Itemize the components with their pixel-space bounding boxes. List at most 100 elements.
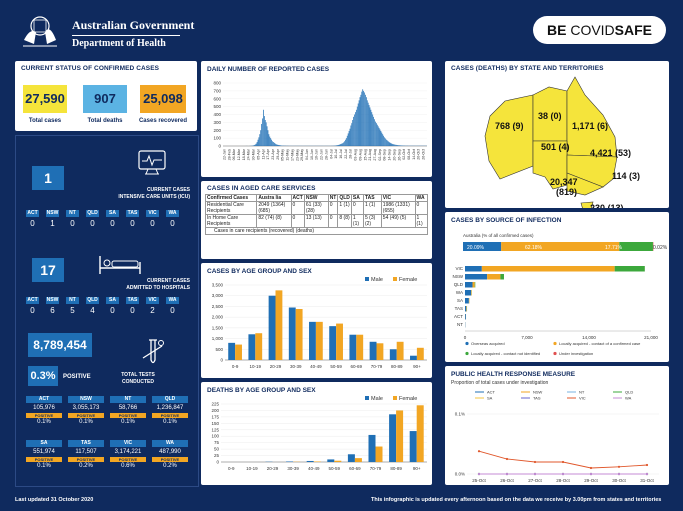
aged-care-card: CASES IN AGED CARE SERVICES Confirmed Ca… — [201, 181, 432, 259]
state-tests: NSW 3,055,173 POSITIVE 0.1% — [68, 396, 104, 425]
daily-bar — [272, 141, 273, 146]
state-label: NSW — [68, 396, 104, 403]
aged-care-table: Confirmed Cases Austra lia ACT NSW NT QLD SA TA… — [204, 194, 428, 235]
state-label: QLD — [86, 297, 99, 304]
x-tick-label: 12-Mar — [237, 148, 241, 160]
x-tick-label: 40-49 — [310, 364, 322, 369]
daily-bar — [275, 144, 277, 146]
daily-bar — [346, 135, 348, 146]
summary-pct: 20.09% — [467, 245, 485, 251]
state-tests: WA 487,990 POSITIVE 0.2% — [152, 440, 188, 469]
chart-subtitle: Proportion of total cases under investig… — [451, 380, 548, 386]
x-tick-label: 28-Jul — [349, 149, 353, 159]
daily-bar — [256, 142, 258, 146]
daily-bar — [378, 127, 380, 146]
bar — [275, 290, 283, 360]
series-point — [589, 466, 593, 470]
y-tick-label: 75 — [214, 440, 220, 445]
summary-pct: 0.02% — [653, 245, 668, 251]
state-value: 5 — [70, 306, 75, 315]
daily-bar — [368, 105, 370, 146]
state-value: 2 — [150, 306, 155, 315]
bar — [354, 458, 362, 462]
state-label: ACT — [26, 297, 39, 304]
icu-label-2: INTENSIVE CARE UNITS (ICU) — [118, 194, 190, 200]
daily-bar — [348, 131, 350, 146]
x-tick-label: 10-Jun — [310, 149, 314, 160]
series-point — [505, 472, 509, 476]
x-tick-label: 08-Oct — [407, 149, 411, 160]
daily-bar — [263, 116, 265, 146]
source-bar — [465, 306, 467, 312]
y-tick-label: 100 — [211, 434, 219, 439]
recovered-label: Cases recovered — [138, 118, 188, 124]
daily-bar — [278, 145, 280, 146]
daily-bar — [400, 145, 402, 146]
daily-bar — [271, 139, 272, 146]
x-tick-label: 21-Aug — [368, 149, 372, 161]
state-value: 6 — [50, 306, 55, 315]
map-label-nt: 38 (0) — [538, 111, 562, 121]
positive-tag: POSITIVE — [26, 457, 62, 462]
x-tick-label: 50-59 — [329, 466, 341, 471]
table-header-cell: WA — [414, 194, 428, 202]
daily-bar — [349, 128, 351, 146]
series-point — [645, 472, 649, 476]
series-point — [477, 472, 481, 476]
table-cell: 5 (3) (2) — [362, 214, 382, 228]
daily-bar — [360, 94, 362, 146]
series-point — [617, 472, 621, 476]
positive-label: POSITIVE — [63, 374, 91, 380]
bar — [268, 295, 276, 360]
x-tick-label: 0-9 — [232, 364, 239, 369]
source-bar — [465, 274, 488, 280]
series-point — [645, 463, 649, 467]
deaths-age-chart: DEATHS BY AGE GROUP AND SEX Male Female 0 25… — [207, 387, 427, 471]
daily-bar — [399, 145, 401, 146]
phr-card: PUBLIC HEALTH RESPONSE MEASURE Proportion… — [445, 366, 669, 485]
hospital-label-1: CURRENT CASES — [146, 278, 190, 284]
state-positive-value: 0.2% — [79, 463, 93, 469]
state-positive-value: 0.1% — [37, 463, 51, 469]
summary-pct: 17.71% — [605, 245, 623, 251]
table-footnote-row: Cases in care recipients (recovered) (de… — [205, 227, 428, 235]
daily-bar — [253, 145, 254, 146]
daily-bar — [357, 103, 359, 146]
bar — [336, 323, 343, 360]
state-map-card: CASES (DEATHS) BY STATE AND TERRITORIES … — [445, 61, 669, 208]
tests-label-1: TOTAL TESTS — [121, 372, 155, 378]
state-tests-value: 551,974 — [33, 449, 55, 455]
daily-bar — [361, 91, 363, 146]
table-cell: 1986 (1331) (655) — [380, 201, 416, 215]
state-label: ACT — [26, 396, 62, 403]
daily-bar — [380, 131, 382, 146]
daily-bar — [354, 114, 355, 146]
x-tick-label: 60-69 — [351, 364, 363, 369]
brand-covid: COVID — [570, 22, 615, 38]
daily-bar — [255, 143, 257, 146]
daily-bar — [376, 124, 378, 146]
state-label: SA — [106, 297, 119, 304]
x-tick-label: 90+ — [413, 364, 421, 369]
total-cases-box: 27,590 — [23, 85, 67, 113]
state-tests-value: 105,976 — [33, 405, 55, 411]
map-label-nsw: 4,421 (53) — [590, 148, 631, 158]
table-row: In Home Care Recipients 82 (74) (8) 0 13 (1… — [204, 214, 428, 228]
source-bar — [614, 266, 645, 272]
x-tick-label: 80-89 — [391, 364, 403, 369]
legend-label: TAS — [533, 396, 541, 401]
legend-label: Locally acquired - contact not identifie… — [471, 351, 540, 356]
table-cell: 1 (1) — [414, 214, 428, 228]
legend-label: Female — [399, 277, 417, 283]
total-cases-label: Total cases — [28, 118, 62, 124]
state-value: 0 — [30, 306, 35, 315]
state-value: 0 — [110, 306, 115, 315]
daily-bar — [367, 102, 369, 146]
covidsafe-logo[interactable]: BE COVIDSAFE — [533, 16, 666, 44]
x-tick-label: 08-Sep — [383, 149, 387, 161]
gov-name: Australian Government — [72, 18, 195, 32]
bar — [369, 341, 377, 360]
state-label: SA — [26, 440, 62, 447]
bar — [255, 333, 263, 360]
state-label: VIC — [110, 440, 146, 447]
